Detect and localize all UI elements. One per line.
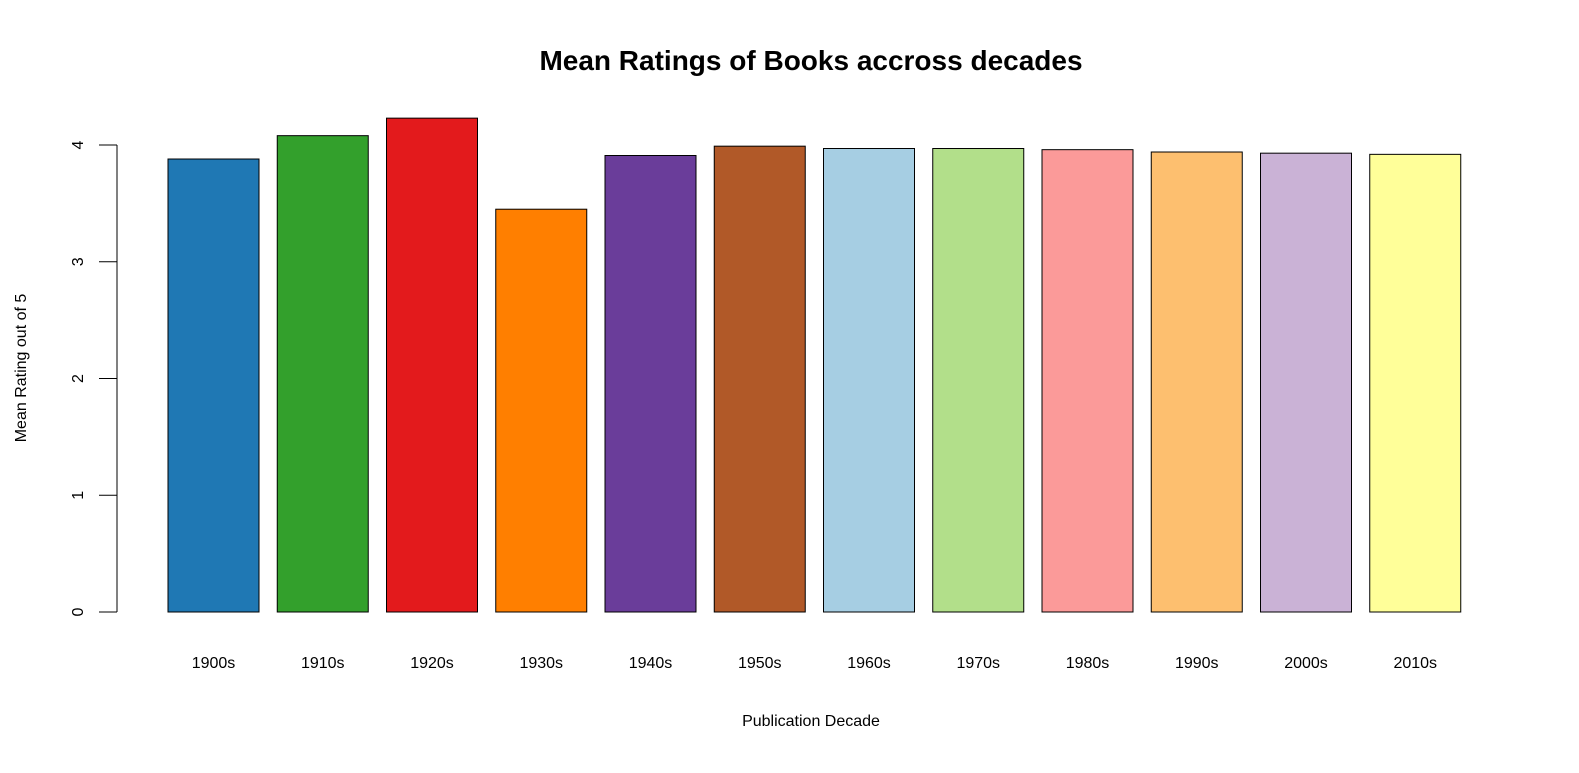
x-tick-label: 1920s	[410, 655, 454, 672]
x-tick-label: 1910s	[301, 655, 345, 672]
x-tick-label: 1970s	[956, 655, 1000, 672]
chart-title: Mean Ratings of Books accross decades	[539, 45, 1082, 76]
bar-1900s	[167, 158, 260, 613]
x-tick-label: 1930s	[519, 655, 563, 672]
bar-1940s	[604, 155, 697, 613]
bar-1950s	[713, 145, 806, 613]
x-tick-label: 1960s	[847, 655, 891, 672]
x-tick-label: 1980s	[1066, 655, 1110, 672]
x-tick-labels: 1900s 1910s 1920s 1930s 1940s 1950s 1960s 1970s…	[192, 655, 1437, 672]
bar-2000s	[1260, 152, 1352, 613]
x-tick-label: 1950s	[738, 655, 782, 672]
y-axis-label: Mean Rating out of 5	[13, 294, 30, 443]
y-tick-label: 4	[70, 140, 87, 149]
bar-1980s	[1041, 149, 1134, 613]
bars	[167, 117, 1462, 613]
y-tick-label: 2	[70, 374, 87, 383]
bar-1920s	[386, 117, 478, 613]
y-tick-label: 0	[70, 607, 87, 616]
x-axis-label: Publication Decade	[742, 713, 880, 730]
bar-1910s	[276, 135, 369, 613]
x-tick-label: 1900s	[192, 655, 236, 672]
x-tick-label: 2010s	[1393, 655, 1437, 672]
bar-1990s	[1150, 151, 1243, 613]
x-tick-label: 2000s	[1284, 655, 1328, 672]
y-axis: 0 1 2 3 4	[70, 140, 118, 616]
x-tick-label: 1990s	[1175, 655, 1219, 672]
y-tick-label: 3	[70, 257, 87, 266]
bar-1960s	[823, 148, 915, 613]
bar-2010s	[1369, 153, 1462, 613]
y-tick-label: 1	[70, 491, 87, 500]
x-tick-label: 1940s	[629, 655, 673, 672]
bar-1970s	[932, 148, 1025, 613]
bar-1930s	[495, 208, 588, 613]
